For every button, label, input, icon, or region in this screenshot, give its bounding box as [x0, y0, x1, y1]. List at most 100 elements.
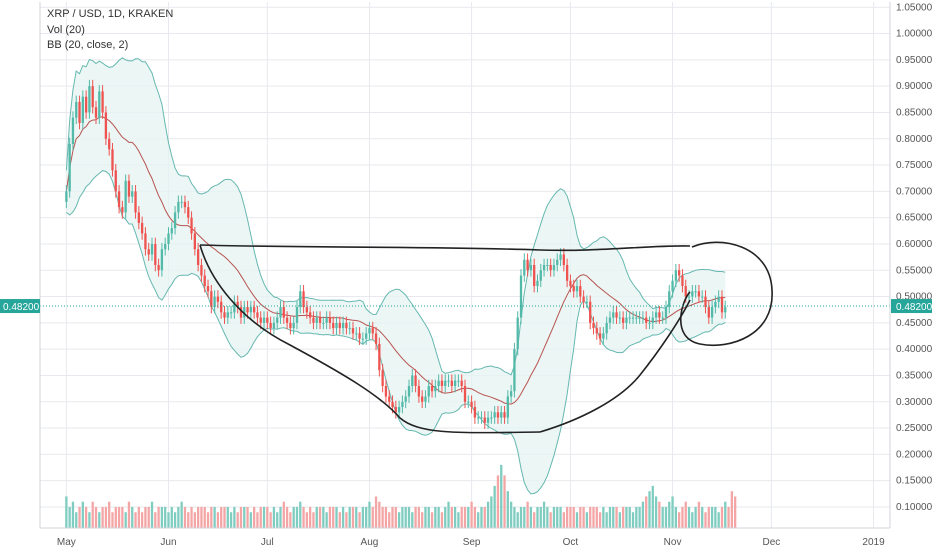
candle-body — [246, 307, 249, 313]
candle-body — [618, 317, 621, 319]
candle-body — [157, 265, 160, 271]
volume-bar — [345, 512, 348, 528]
volume-bar — [694, 506, 697, 528]
y-tick-label: 0.25000 — [896, 423, 932, 434]
volume-bar — [394, 506, 397, 528]
volume-bar — [371, 506, 374, 528]
candle-body — [546, 265, 549, 266]
volume-bar — [572, 506, 575, 528]
volume-bar — [480, 506, 483, 528]
candle-body — [332, 322, 335, 329]
volume-bar — [483, 506, 486, 528]
candle-body — [71, 117, 75, 145]
candle-body — [677, 270, 681, 276]
x-tick-label: Jun — [160, 537, 176, 548]
volume-bar — [460, 506, 463, 528]
volume-bar — [252, 506, 256, 528]
volume-bar — [661, 506, 664, 528]
candle-body — [193, 233, 196, 250]
volume-bar — [78, 506, 81, 528]
candle-body — [104, 112, 108, 139]
candle-body — [496, 412, 500, 418]
candle-body — [101, 91, 104, 113]
volume-bar — [536, 506, 539, 528]
candle-body — [500, 412, 503, 418]
candle-body — [480, 417, 483, 419]
price-tag-left — [0, 299, 40, 314]
x-tick-label: 2019 — [862, 537, 885, 548]
candle-body — [134, 191, 137, 213]
candle-body — [374, 333, 378, 344]
candle-body — [200, 265, 203, 276]
y-tick-label: 0.30000 — [896, 397, 932, 408]
candle-body — [65, 191, 68, 202]
candle-body — [486, 417, 490, 423]
volume-bar — [496, 475, 500, 528]
volume-bar — [170, 506, 173, 528]
volume-bar — [368, 501, 371, 528]
volume-bar — [285, 506, 289, 528]
candle-body — [203, 275, 206, 287]
y-tick-label: 0.65000 — [896, 213, 932, 224]
candle-body — [292, 322, 295, 329]
candle-body — [598, 333, 602, 339]
volume-bar — [450, 506, 453, 528]
y-tick-label: 0.85000 — [896, 107, 932, 118]
volume-bar — [473, 506, 477, 528]
candle-body — [91, 86, 94, 108]
volume-bar — [427, 506, 430, 528]
candle-body — [299, 291, 302, 308]
candle-body — [467, 401, 470, 403]
candle-body — [355, 333, 358, 335]
candle-body — [345, 322, 348, 329]
volume-bar — [104, 506, 108, 528]
volume-bar — [401, 506, 404, 528]
candle-body — [592, 322, 595, 329]
candle-body — [539, 270, 542, 281]
volume-bar — [325, 512, 328, 528]
candle-body — [569, 280, 572, 287]
volume-bar — [229, 512, 233, 528]
candle-body — [582, 296, 585, 302]
candle-body — [434, 385, 437, 392]
candle-body — [411, 375, 414, 386]
candle-body — [144, 233, 147, 250]
candle-body — [621, 317, 625, 323]
candle-body — [262, 317, 266, 323]
volume-bar — [203, 506, 206, 528]
volume-bar — [147, 506, 150, 528]
volume-bar — [575, 512, 579, 528]
volume-bar — [424, 506, 427, 528]
candle-body — [424, 396, 427, 402]
volume-bar — [328, 506, 332, 528]
volume-bar — [677, 512, 681, 528]
volume-bar — [388, 512, 391, 528]
volume-bar — [378, 501, 381, 528]
candle-body — [190, 217, 193, 234]
volume-bar — [625, 506, 628, 528]
candle-body — [687, 296, 691, 298]
candle-body — [668, 291, 671, 308]
x-tick-label: Sep — [463, 537, 481, 548]
candle-body — [694, 291, 697, 293]
volume-bar — [671, 496, 674, 528]
candle-body — [615, 312, 618, 318]
candle-body — [302, 291, 305, 308]
volume-bar — [183, 506, 187, 528]
volume-bar — [196, 506, 200, 528]
candle-body — [196, 249, 200, 265]
x-tick-label: May — [57, 537, 76, 548]
candle-body — [421, 396, 424, 402]
volume-bar — [154, 512, 157, 528]
volume-bar — [687, 506, 691, 528]
volume-bar — [91, 501, 94, 528]
candle-body — [236, 301, 239, 308]
candle-body — [661, 317, 664, 319]
candle-body — [638, 317, 641, 319]
volume-bar — [467, 506, 470, 528]
candle-body — [164, 243, 167, 250]
volume-bar — [414, 506, 417, 528]
candle-body — [697, 291, 701, 297]
